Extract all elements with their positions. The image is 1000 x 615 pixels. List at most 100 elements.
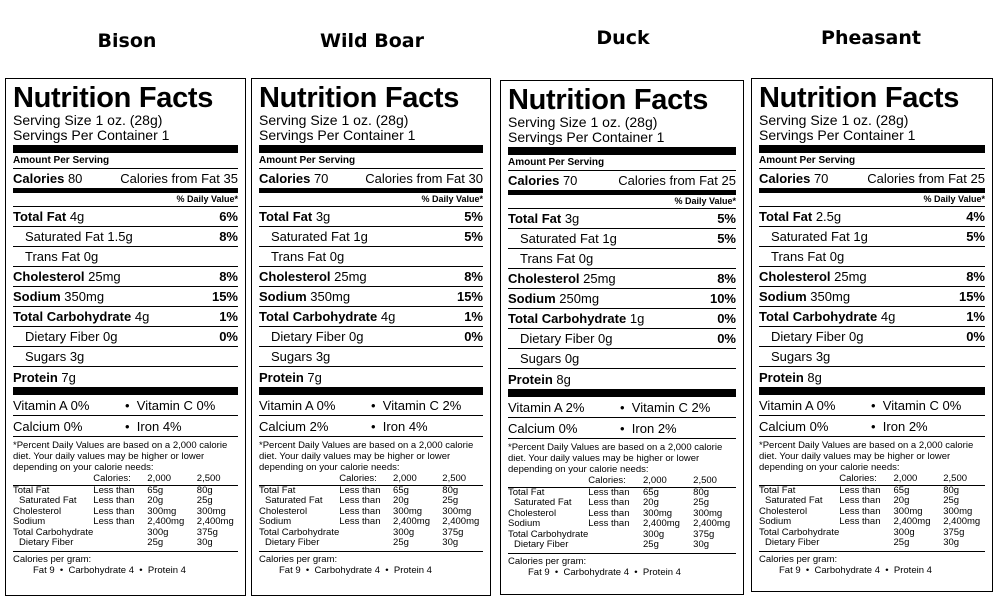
nutrition-facts-title: Nutrition Facts — [759, 82, 960, 114]
bullet: • — [125, 397, 130, 413]
row-calories: Calories 70 Calories from Fat 30 — [259, 169, 483, 189]
daily-value-table: Calories: 2,000 2,500 Total Fat Less tha… — [13, 473, 238, 549]
calcium-label: Calcium — [759, 418, 806, 434]
sodium-dv: 10% — [709, 291, 736, 306]
row-fiber: Dietary Fiber 0g 0% — [259, 327, 483, 347]
calories-from-fat-label: Calories from Fat — [618, 173, 718, 188]
iron-label: Iron — [631, 420, 655, 436]
carb-label: Total Carbohydrate — [508, 311, 627, 326]
row-sugars: Sugars 3g — [13, 347, 238, 367]
sodium-dv: 15% — [958, 289, 985, 304]
protein-value: 8g — [556, 371, 571, 387]
cholesterol-value: 25mg — [334, 269, 367, 284]
column-title-2: Duck — [596, 27, 650, 49]
vitamin-c-value: 0% — [942, 397, 962, 413]
cholesterol-dv: 8% — [717, 271, 736, 286]
carb-value: 4g — [380, 309, 396, 324]
sat_fat-label: Saturated Fat — [771, 229, 850, 244]
calcium-value: 0% — [63, 418, 83, 434]
fiber-dv: 0% — [219, 329, 238, 344]
calories-label: Calories — [508, 173, 560, 188]
iron-label: Iron — [882, 418, 906, 434]
dv-table-row: Saturated Fat Less than 20g 25g — [19, 495, 213, 506]
dv-table-row: Saturated Fat Less than 20g 25g — [765, 495, 960, 506]
daily-value-table: Calories: 2,000 2,500 Total Fat Less tha… — [508, 475, 736, 551]
vitamin-c-value: 0% — [196, 397, 216, 413]
dv-table-row: Sodium Less than 2,400mg 2,400mg — [508, 518, 731, 529]
sugars-value: 3g — [315, 349, 331, 364]
bullet: • — [620, 420, 625, 436]
divider-thick — [759, 387, 985, 395]
calcium-label: Calcium — [259, 418, 306, 434]
divider-medium — [259, 189, 483, 193]
total_fat-label: Total Fat — [13, 209, 67, 224]
calories-per-gram-line: Fat 9 • Carbohydrate 4 • Protein 4 — [33, 564, 186, 576]
vitamin-c-label: Vitamin C — [631, 399, 688, 415]
protein-label: Protein — [759, 369, 804, 385]
vitamin-a-value: 0% — [316, 397, 336, 413]
divider-thick — [508, 389, 736, 397]
bullet: • — [620, 399, 625, 415]
row-fiber: Dietary Fiber 0g 0% — [13, 327, 238, 347]
dv-table-row: Dietary Fiber 25g 30g — [514, 539, 710, 550]
amount-per-serving: Amount Per Serving — [508, 157, 605, 168]
row-sodium: Sodium 350mg 15% — [759, 287, 985, 307]
daily-value-footnote: *Percent Daily Values are based on a 2,0… — [13, 440, 228, 473]
vitamin-a-label: Vitamin A — [508, 399, 562, 415]
sat_fat-dv: 8% — [219, 229, 238, 244]
dv-table-row: Total Fat Less than 65g 80g — [508, 486, 710, 498]
cholesterol-label: Cholesterol — [13, 269, 85, 284]
total_fat-dv: 6% — [219, 209, 238, 224]
servings-per-container: Servings Per Container 1 — [759, 127, 916, 143]
calories-per-gram-title: Calories per gram: — [759, 553, 838, 565]
sodium-value: 350mg — [810, 289, 851, 304]
fiber-label: Dietary Fiber — [520, 331, 595, 346]
calories-per-gram-title: Calories per gram: — [508, 555, 587, 567]
vitamin-row: Vitamin A 0% • Vitamin C 0% — [759, 395, 985, 416]
total_fat-dv: 4% — [966, 209, 985, 224]
vitamin-a-value: 2% — [565, 399, 585, 415]
total_fat-value: 3g — [315, 209, 331, 224]
row-protein: Protein 8g — [759, 367, 985, 387]
divider-thick — [259, 387, 483, 395]
cholesterol-dv: 8% — [464, 269, 483, 284]
amount-per-serving: Amount Per Serving — [759, 155, 856, 166]
carb-value: 1g — [629, 311, 645, 326]
dv-table-row: Sodium Less than 2,400mg 2,400mg — [259, 516, 480, 527]
row-cholesterol: Cholesterol 25mg 8% — [759, 267, 985, 287]
sodium-value: 250mg — [559, 291, 600, 306]
mineral-row: Calcium 0% • Iron 2% — [759, 416, 985, 437]
sat_fat-dv: 5% — [966, 229, 985, 244]
vitamin-row: Vitamin A 0% • Vitamin C 2% — [259, 395, 483, 416]
serving-size: Serving Size 1 oz. (28g) — [508, 114, 658, 130]
divider-thin — [508, 170, 736, 171]
divider-thick — [13, 145, 238, 153]
daily-value-header: % Daily Value* — [259, 193, 483, 207]
cholesterol-label: Cholesterol — [508, 271, 580, 286]
row-calories: Calories 80 Calories from Fat 35 — [13, 169, 238, 189]
row-total_fat: Total Fat 3g 5% — [508, 209, 736, 229]
row-trans_fat: Trans Fat 0g — [759, 247, 985, 267]
fiber-label: Dietary Fiber — [271, 329, 346, 344]
row-cholesterol: Cholesterol 25mg 8% — [508, 269, 736, 289]
iron-value: 2% — [908, 418, 928, 434]
carb-dv: 1% — [464, 309, 483, 324]
sodium-label: Sodium — [259, 289, 307, 304]
row-sugars: Sugars 3g — [759, 347, 985, 367]
calcium-value: 0% — [809, 418, 829, 434]
serving-size: Serving Size 1 oz. (28g) — [759, 112, 909, 128]
bullet: • — [125, 418, 130, 434]
vitamin-a-label: Vitamin A — [759, 397, 813, 413]
trans_fat-label: Trans Fat — [771, 249, 827, 264]
carb-value: 4g — [134, 309, 150, 324]
fiber-value: 0g — [598, 331, 613, 346]
nutrition-facts-title: Nutrition Facts — [13, 82, 214, 114]
daily-value-header: % Daily Value* — [508, 195, 736, 209]
sodium-value: 350mg — [310, 289, 351, 304]
vitamin-c-value: 2% — [442, 397, 462, 413]
row-total_fat: Total Fat 3g 5% — [259, 207, 483, 227]
total_fat-label: Total Fat — [508, 211, 562, 226]
dv-table-row: Cholesterol Less than 300mg 300mg — [259, 505, 472, 517]
calories-value: 70 — [562, 173, 578, 188]
vitamin-c-label: Vitamin C — [382, 397, 439, 413]
